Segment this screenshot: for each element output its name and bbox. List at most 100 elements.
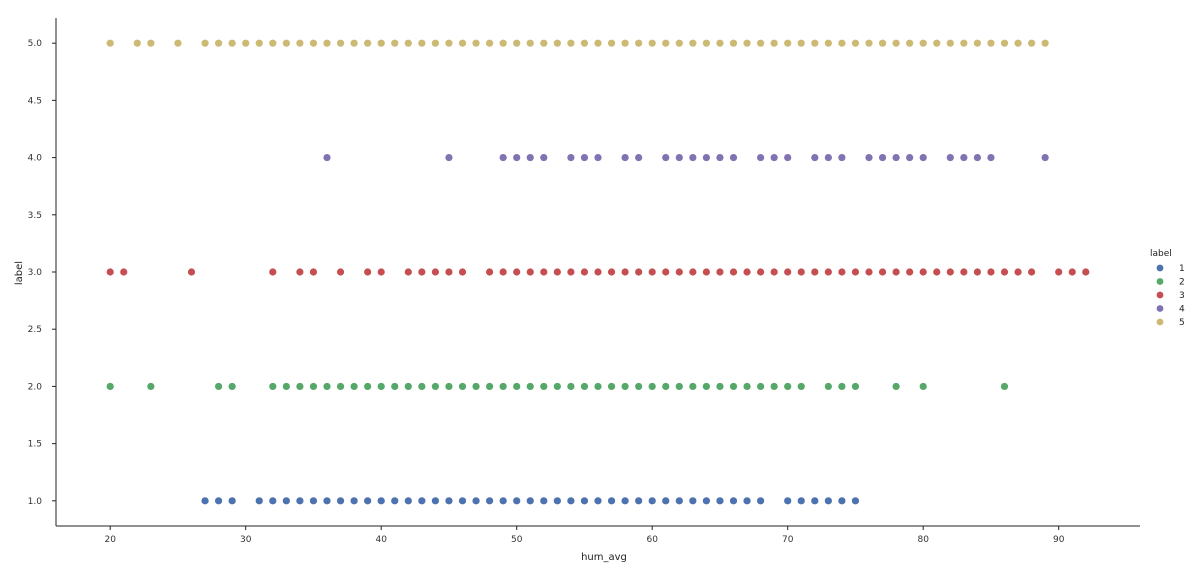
data-point	[499, 497, 507, 505]
data-point	[431, 497, 439, 505]
data-point	[499, 153, 507, 162]
y-tick-label: 4.5	[28, 96, 42, 106]
data-point	[106, 382, 114, 391]
data-point	[919, 382, 927, 391]
data-point	[933, 39, 941, 47]
data-point	[404, 382, 412, 391]
data-point	[635, 497, 643, 505]
data-point	[729, 153, 738, 162]
data-point	[526, 39, 534, 47]
data-point	[255, 39, 263, 47]
data-point	[580, 268, 589, 276]
data-point	[770, 268, 778, 276]
data-point	[404, 39, 412, 47]
data-point	[702, 268, 711, 276]
data-point	[418, 497, 426, 505]
data-point	[838, 268, 846, 276]
data-point	[784, 268, 792, 276]
data-point	[770, 153, 778, 162]
data-point	[865, 153, 873, 162]
y-ticks: 1.0 1.5 2.0 2.5 3.0 3.5 4.0 4.5 5.0	[28, 39, 56, 507]
data-point	[770, 382, 778, 391]
data-point	[662, 153, 670, 162]
data-point	[906, 268, 914, 276]
data-point	[675, 39, 683, 47]
data-point	[946, 268, 954, 276]
y-tick-label: 4.0	[28, 154, 43, 164]
data-point	[1028, 39, 1036, 47]
data-point	[635, 39, 643, 47]
data-point	[242, 39, 250, 47]
data-point	[784, 39, 792, 47]
data-point	[851, 497, 860, 505]
data-point	[391, 39, 399, 47]
data-point	[797, 268, 805, 276]
data-point	[350, 382, 358, 391]
data-point	[743, 382, 751, 391]
data-point	[987, 39, 995, 47]
data-point	[865, 268, 873, 276]
data-point	[309, 268, 318, 276]
legend-label: 3	[1179, 291, 1185, 301]
x-tick-label: 70	[782, 535, 794, 545]
data-point	[567, 497, 575, 505]
data-point	[662, 39, 670, 47]
data-point	[878, 268, 887, 276]
data-point	[824, 382, 832, 391]
data-point	[716, 382, 724, 391]
data-point	[811, 153, 819, 162]
data-point	[377, 39, 385, 47]
data-point	[784, 497, 792, 505]
data-point	[607, 39, 616, 47]
data-point	[1082, 268, 1090, 276]
x-tick-label: 90	[1053, 535, 1065, 545]
data-point	[973, 153, 982, 162]
series-2	[106, 382, 1009, 391]
data-point	[445, 39, 453, 47]
data-point	[757, 153, 765, 162]
data-point	[553, 268, 561, 276]
data-point	[1055, 268, 1063, 276]
data-point	[147, 39, 155, 47]
data-point	[540, 153, 548, 162]
data-point	[811, 268, 819, 276]
data-point	[892, 382, 900, 391]
data-point	[960, 39, 968, 47]
data-point	[458, 39, 467, 47]
legend-marker	[1156, 264, 1164, 272]
x-tick-label: 60	[646, 535, 658, 545]
data-point	[282, 497, 290, 505]
data-point	[851, 268, 860, 276]
data-point	[377, 382, 385, 391]
data-point	[418, 382, 426, 391]
data-point	[824, 153, 832, 162]
data-point	[513, 39, 521, 47]
data-point	[540, 39, 548, 47]
legend: label 1 2 3 4 5	[1150, 249, 1185, 328]
data-point	[594, 382, 602, 391]
data-point	[716, 497, 724, 505]
data-point	[607, 497, 616, 505]
data-point	[513, 153, 521, 162]
data-point	[919, 268, 927, 276]
data-point	[296, 268, 304, 276]
legend-label: 4	[1179, 305, 1185, 315]
data-point	[946, 153, 954, 162]
data-point	[526, 268, 534, 276]
data-point	[377, 268, 385, 276]
data-point	[824, 497, 832, 505]
data-point	[228, 382, 236, 391]
data-point	[851, 39, 860, 47]
legend-marker	[1156, 278, 1164, 285]
data-point	[336, 268, 345, 276]
legend-marker	[1156, 318, 1164, 326]
data-point	[296, 382, 304, 391]
data-point	[458, 382, 467, 391]
data-point	[973, 39, 982, 47]
data-point	[553, 382, 561, 391]
data-point	[838, 39, 846, 47]
y-axis-title: label	[14, 261, 25, 285]
data-point	[215, 497, 223, 505]
data-point	[472, 497, 480, 505]
